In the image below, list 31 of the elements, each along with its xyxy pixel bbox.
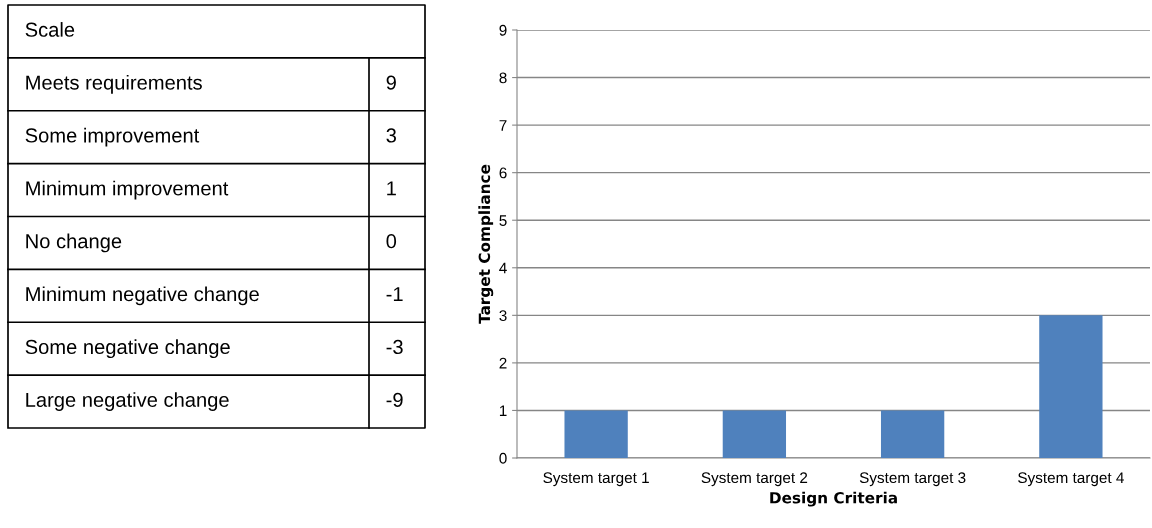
category-label: Meets requirements: [26, 74, 202, 94]
x-axis-title: Design Criteria: [770, 491, 897, 507]
x-tick-label: System target 4: [1018, 472, 1124, 487]
y-tick-label: 3: [499, 310, 507, 322]
x-tick-label: System target 3: [859, 472, 966, 487]
category-label: No change: [26, 233, 122, 253]
category-label: Some improvement: [25, 127, 200, 147]
y-axis-title: Target Compliance: [478, 164, 494, 324]
y-tick-label: 1: [499, 405, 507, 416]
category-label: Large negative change: [26, 392, 229, 411]
data-label: 3: [386, 128, 396, 143]
data-label: 9: [386, 75, 396, 90]
y-tick-label: 0: [499, 452, 507, 464]
y-tick-label: 2: [499, 357, 507, 369]
data-label: -3: [386, 339, 403, 355]
y-tick-label: 5: [499, 215, 507, 226]
y-tick-label: 6: [499, 167, 507, 179]
y-tick-label: 9: [499, 24, 507, 36]
data-label: -1: [386, 287, 403, 302]
category-label: Minimum improvement: [26, 180, 229, 200]
category-label: Some negative change: [25, 339, 230, 359]
y-tick-label: 4: [499, 262, 507, 274]
data-label: 0: [386, 234, 397, 249]
text: Scale: [25, 22, 75, 37]
data-label: 1: [387, 181, 396, 196]
data-label: -9: [386, 392, 403, 407]
y-tick-label: 8: [499, 72, 507, 84]
x-tick-label: System target 1: [543, 472, 649, 487]
category-label: Minimum negative change: [26, 286, 259, 306]
y-tick-label: 7: [499, 120, 507, 131]
x-tick-label: System target 2: [701, 472, 808, 487]
